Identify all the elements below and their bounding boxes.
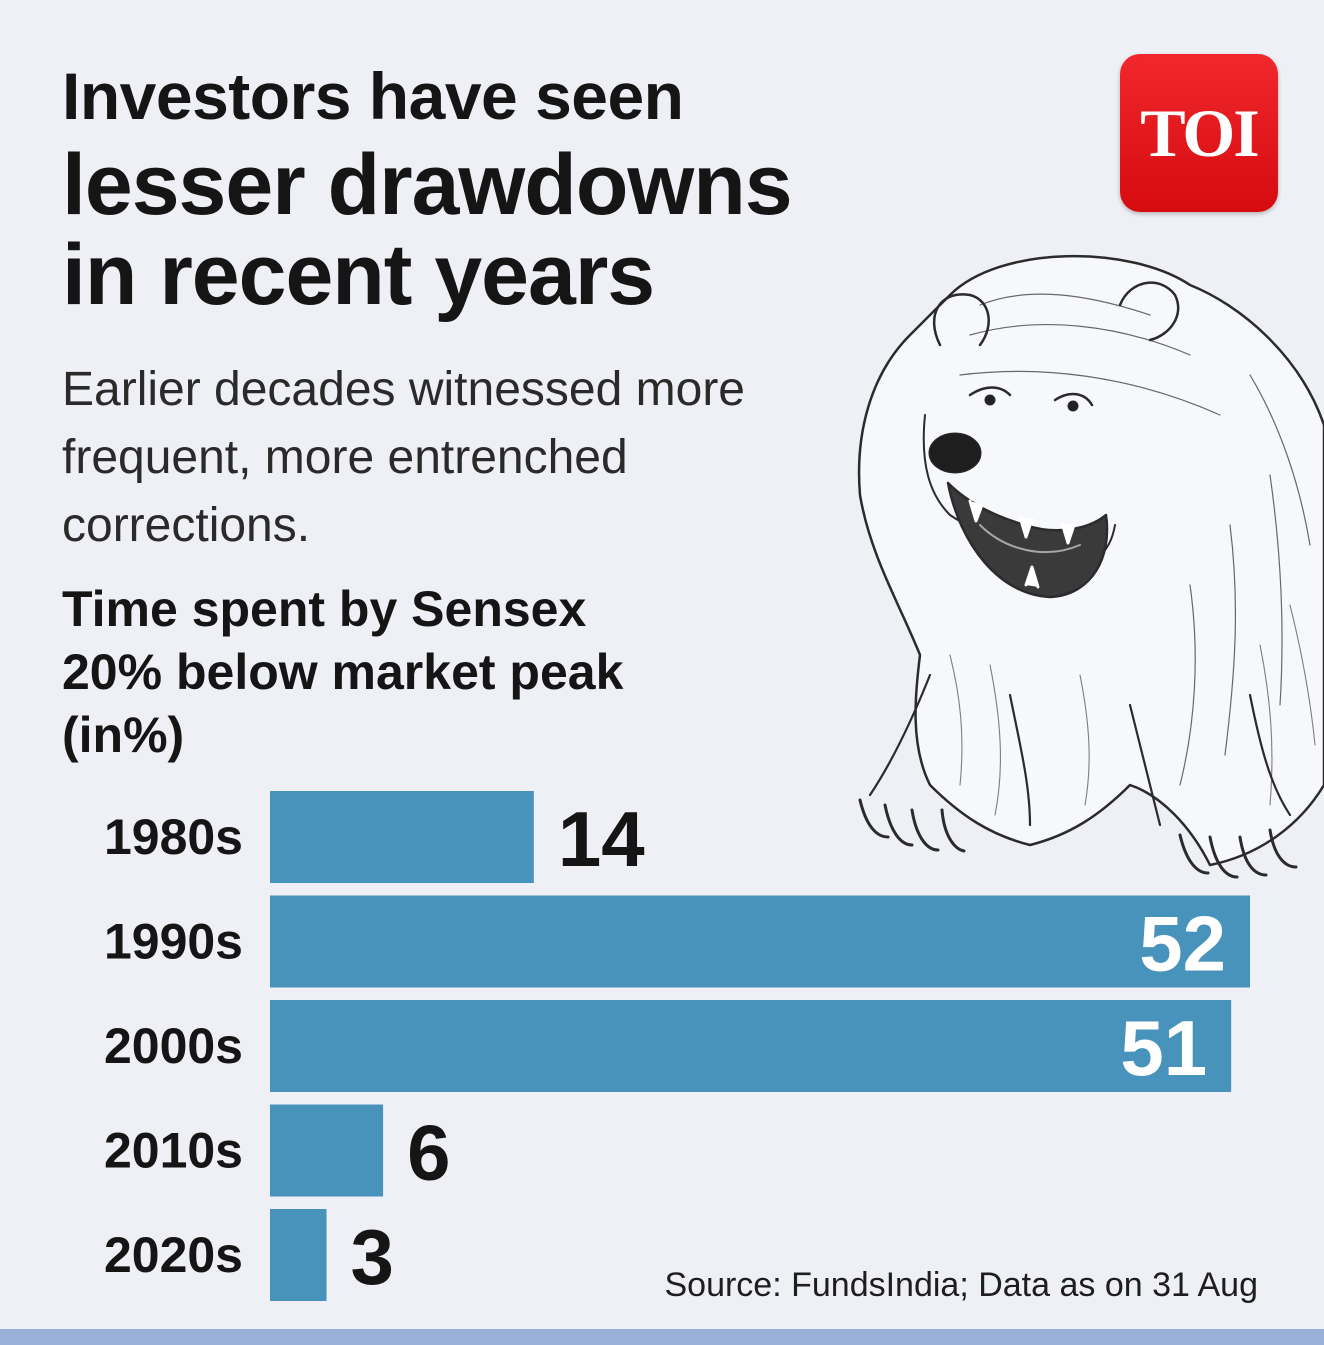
headline-line-2: lesser drawdowns [62,137,793,233]
category-label: 1980s [104,809,243,865]
headline-line-1: Investors have seen [62,59,684,133]
bear-icon [857,254,1324,879]
category-label: 2020s [104,1227,243,1283]
source-note: Source: FundsIndia; Data as on 31 Aug [664,1266,1258,1304]
category-label: 1990s [104,914,243,970]
bar-1980s [270,791,534,883]
chart-title: Time spent by Sensex 20% below market pe… [62,581,624,763]
value-label: 6 [407,1109,450,1197]
subhead: Earlier decades witnessed more frequent,… [62,363,745,552]
bar-2010s [270,1104,384,1197]
category-label: 2000s [104,1018,243,1074]
bar-1990s [270,895,1250,988]
headline-line-3: in recent years [62,227,655,323]
headline: Investors have seen lesser drawdowns in … [62,52,793,323]
bar-2000s [270,1000,1232,1092]
value-label: 52 [1139,900,1226,988]
bar-2020s [270,1209,327,1301]
bottom-band [0,1329,1324,1345]
value-label: 51 [1120,1004,1207,1092]
value-label: 3 [351,1213,394,1301]
toi-logo: TOI [1120,54,1278,212]
value-label: 14 [558,795,645,883]
category-label: 2010s [104,1123,243,1179]
